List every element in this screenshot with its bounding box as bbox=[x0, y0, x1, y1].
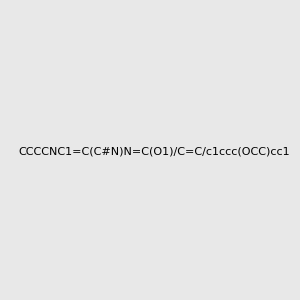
Text: CCCCNC1=C(C#N)N=C(O1)/C=C/c1ccc(OCC)cc1: CCCCNC1=C(C#N)N=C(O1)/C=C/c1ccc(OCC)cc1 bbox=[18, 146, 290, 157]
